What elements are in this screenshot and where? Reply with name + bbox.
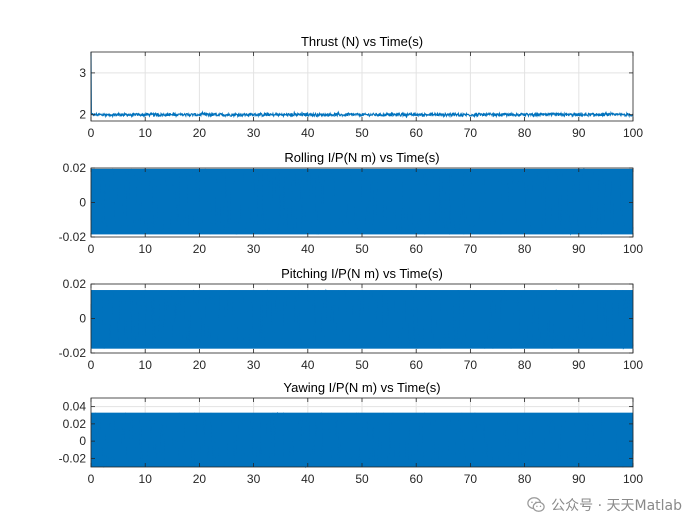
x-tick-label: 50 bbox=[355, 472, 369, 486]
chart-title: Thrust (N) vs Time(s) bbox=[301, 34, 423, 49]
subplot-3: 0 10 20 30 40 50 60 70 80 90 100-0.0200.02Pitching… bbox=[59, 266, 644, 372]
wechat-icon bbox=[527, 497, 545, 512]
chart-title: Yawing I/P(N m) vs Time(s) bbox=[283, 380, 440, 395]
x-tick-label: 80 bbox=[518, 472, 532, 486]
y-tick-label: 0.02 bbox=[63, 277, 87, 291]
series-line-rolling bbox=[90, 167, 634, 236]
x-tick-label: 100 bbox=[623, 472, 643, 486]
x-tick-label: 80 bbox=[518, 242, 532, 256]
x-tick-label: 10 bbox=[139, 126, 153, 140]
y-tick-label: 0.02 bbox=[63, 417, 87, 431]
y-tick-label: -0.02 bbox=[59, 451, 87, 465]
x-tick-label: 70 bbox=[464, 472, 478, 486]
x-tick-label: 40 bbox=[301, 472, 315, 486]
x-tick-label: 50 bbox=[355, 242, 369, 256]
chart-title: Rolling I/P(N m) vs Time(s) bbox=[284, 150, 439, 165]
subplot-2: 0 10 20 30 40 50 60 70 80 90 100-0.0200.02Rolling … bbox=[59, 150, 644, 256]
x-tick-label: 90 bbox=[572, 472, 586, 486]
y-tick-label: 0.02 bbox=[63, 161, 87, 175]
x-tick-label: 50 bbox=[355, 126, 369, 140]
x-tick-label: 100 bbox=[623, 242, 643, 256]
x-tick-label: 60 bbox=[410, 472, 424, 486]
x-tick-label: 10 bbox=[139, 358, 153, 372]
x-tick-label: 60 bbox=[410, 242, 424, 256]
x-tick-label: 0 bbox=[88, 358, 95, 372]
y-tick-label: 0 bbox=[79, 196, 86, 210]
x-tick-label: 70 bbox=[464, 126, 478, 140]
x-tick-label: 50 bbox=[355, 358, 369, 372]
x-tick-label: 30 bbox=[247, 126, 261, 140]
x-tick-label: 90 bbox=[572, 358, 586, 372]
x-tick-label: 70 bbox=[464, 358, 478, 372]
series-line-yawing bbox=[90, 412, 634, 469]
x-tick-label: 20 bbox=[193, 242, 207, 256]
x-tick-label: 80 bbox=[518, 126, 532, 140]
x-tick-label: 90 bbox=[572, 126, 586, 140]
series-line-thrust bbox=[90, 51, 634, 119]
x-tick-label: 80 bbox=[518, 358, 532, 372]
x-tick-label: 100 bbox=[623, 126, 643, 140]
x-tick-label: 70 bbox=[464, 242, 478, 256]
x-tick-label: 10 bbox=[139, 242, 153, 256]
y-tick-label: -0.02 bbox=[59, 230, 87, 244]
subplot-1: 0 10 20 30 40 50 60 70 80 90 100 2 3 Thrust (N) vs Ti… bbox=[79, 34, 643, 140]
x-tick-label: 40 bbox=[301, 358, 315, 372]
x-tick-label: 0 bbox=[88, 472, 95, 486]
x-tick-label: 0 bbox=[88, 242, 95, 256]
watermark-text: 公众号 · 天天Matlab bbox=[551, 498, 682, 514]
watermark: 公众号 · 天天Matlab bbox=[527, 495, 682, 515]
y-tick-label: 2 bbox=[79, 108, 86, 122]
series-line-pitching bbox=[90, 288, 634, 350]
x-tick-label: 30 bbox=[247, 358, 261, 372]
x-tick-label: 60 bbox=[410, 126, 424, 140]
x-tick-label: 60 bbox=[410, 358, 424, 372]
subplot-4: 0 10 20 30 40 50 60 70 80 90 100-0.0200.020.04Yawi… bbox=[59, 380, 644, 486]
x-tick-label: 10 bbox=[139, 472, 153, 486]
y-tick-label: 0 bbox=[79, 312, 86, 326]
x-tick-label: 40 bbox=[301, 126, 315, 140]
x-tick-label: 40 bbox=[301, 242, 315, 256]
y-tick-label: 3 bbox=[79, 66, 86, 80]
x-tick-label: 100 bbox=[623, 358, 643, 372]
x-tick-label: 30 bbox=[247, 242, 261, 256]
chart-title: Pitching I/P(N m) vs Time(s) bbox=[281, 266, 443, 281]
y-tick-label: 0.04 bbox=[63, 400, 87, 414]
x-tick-label: 90 bbox=[572, 242, 586, 256]
x-tick-label: 0 bbox=[88, 126, 95, 140]
x-tick-label: 30 bbox=[247, 472, 261, 486]
y-tick-label: -0.02 bbox=[59, 346, 87, 360]
y-tick-label: 0 bbox=[79, 434, 86, 448]
x-tick-label: 20 bbox=[193, 358, 207, 372]
x-tick-label: 20 bbox=[193, 126, 207, 140]
x-tick-label: 20 bbox=[193, 472, 207, 486]
